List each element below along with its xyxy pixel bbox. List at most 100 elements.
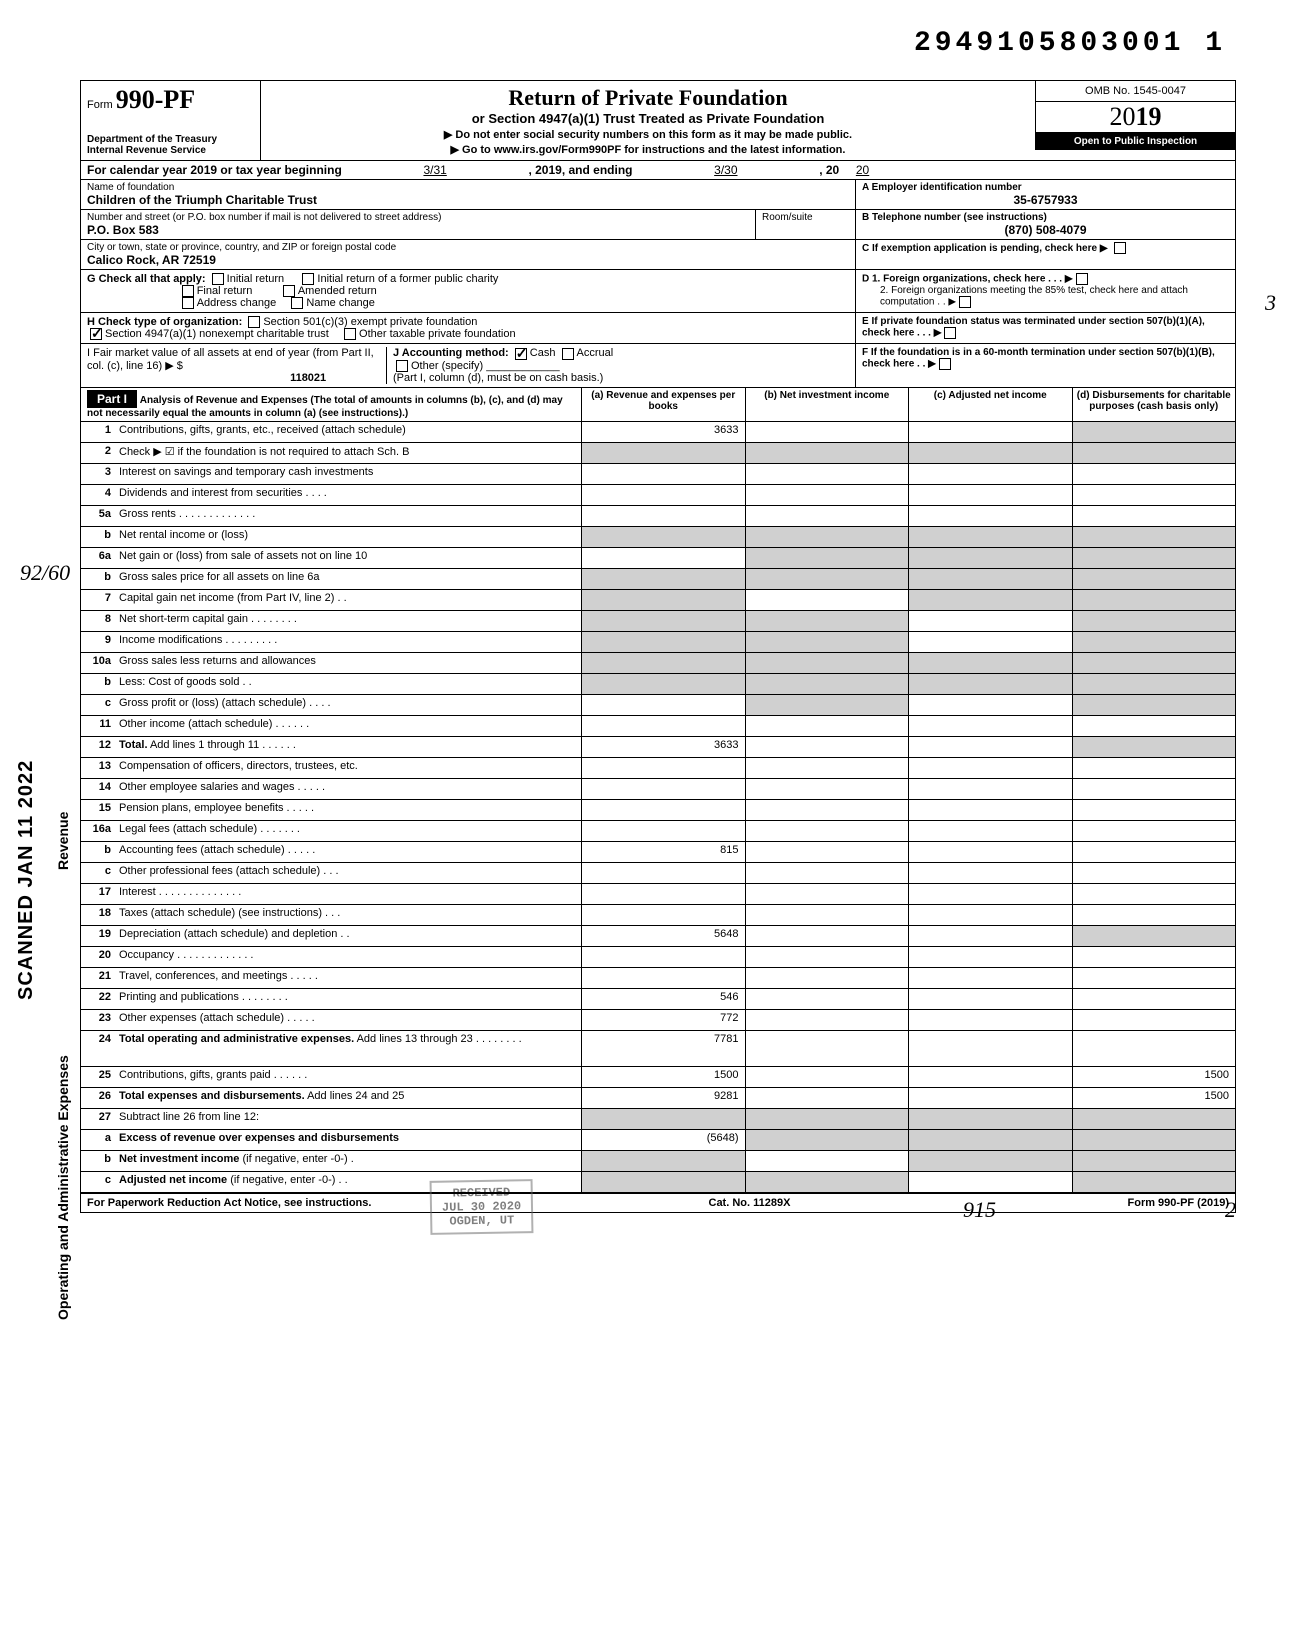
street-address[interactable]: P.O. Box 583	[87, 223, 749, 237]
col-d-cell[interactable]	[1072, 1010, 1236, 1030]
col-c-cell[interactable]	[908, 905, 1072, 925]
col-a-cell[interactable]	[581, 968, 745, 988]
col-c-cell[interactable]	[908, 1031, 1072, 1066]
col-a-cell[interactable]: 3633	[581, 737, 745, 757]
col-b-cell[interactable]	[745, 716, 909, 736]
col-d-cell[interactable]	[1072, 464, 1236, 484]
col-a-cell[interactable]: 5648	[581, 926, 745, 946]
col-b-cell[interactable]	[745, 1067, 909, 1087]
col-a-cell[interactable]	[581, 485, 745, 505]
col-b-cell[interactable]	[745, 863, 909, 883]
col-c-cell[interactable]	[908, 800, 1072, 820]
col-c-cell[interactable]	[908, 1088, 1072, 1108]
col-d-cell[interactable]	[1072, 485, 1236, 505]
name-change-checkbox[interactable]	[291, 297, 303, 309]
col-c-cell[interactable]	[908, 506, 1072, 526]
col-a-cell[interactable]	[581, 863, 745, 883]
tax-year-end[interactable]: 3/30	[636, 163, 816, 177]
col-b-cell[interactable]	[745, 926, 909, 946]
col-b-cell[interactable]	[745, 737, 909, 757]
foreign-org-checkbox[interactable]	[1076, 273, 1088, 285]
col-a-cell[interactable]	[581, 947, 745, 967]
col-b-cell[interactable]	[745, 1031, 909, 1066]
city-state-zip[interactable]: Calico Rock, AR 72519	[87, 253, 849, 267]
col-c-cell[interactable]	[908, 758, 1072, 778]
amended-return-checkbox[interactable]	[283, 285, 295, 297]
col-b-cell[interactable]	[745, 1151, 909, 1171]
accrual-method-checkbox[interactable]	[562, 348, 574, 360]
foreign-85-checkbox[interactable]	[959, 296, 971, 308]
col-a-cell[interactable]	[581, 695, 745, 715]
col-d-cell[interactable]	[1072, 968, 1236, 988]
col-b-cell[interactable]	[745, 779, 909, 799]
col-c-cell[interactable]	[908, 716, 1072, 736]
col-a-cell[interactable]	[581, 716, 745, 736]
col-c-cell[interactable]	[908, 842, 1072, 862]
col-b-cell[interactable]	[745, 485, 909, 505]
col-b-cell[interactable]	[745, 989, 909, 1009]
col-a-cell[interactable]: 3633	[581, 422, 745, 442]
col-d-cell[interactable]	[1072, 842, 1236, 862]
col-a-cell[interactable]	[581, 548, 745, 568]
col-d-cell[interactable]	[1072, 989, 1236, 1009]
initial-return-checkbox[interactable]	[212, 273, 224, 285]
col-b-cell[interactable]	[745, 590, 909, 610]
col-d-cell[interactable]: 1500	[1072, 1088, 1236, 1108]
col-b-cell[interactable]	[745, 821, 909, 841]
60-month-termination-checkbox[interactable]	[939, 358, 951, 370]
col-c-cell[interactable]	[908, 464, 1072, 484]
col-d-cell[interactable]	[1072, 758, 1236, 778]
col-c-cell[interactable]	[908, 485, 1072, 505]
col-c-cell[interactable]	[908, 422, 1072, 442]
col-c-cell[interactable]	[908, 695, 1072, 715]
col-a-cell[interactable]: (5648)	[581, 1130, 745, 1150]
col-a-cell[interactable]	[581, 758, 745, 778]
col-b-cell[interactable]	[745, 1010, 909, 1030]
col-d-cell[interactable]	[1072, 506, 1236, 526]
col-d-cell[interactable]	[1072, 716, 1236, 736]
col-b-cell[interactable]	[745, 884, 909, 904]
col-b-cell[interactable]	[745, 464, 909, 484]
other-taxable-checkbox[interactable]	[344, 328, 356, 340]
col-d-cell[interactable]	[1072, 821, 1236, 841]
col-b-cell[interactable]	[745, 1088, 909, 1108]
col-a-cell[interactable]: 1500	[581, 1067, 745, 1087]
fmv-value[interactable]: 118021	[290, 372, 326, 384]
col-a-cell[interactable]	[581, 884, 745, 904]
col-d-cell[interactable]	[1072, 800, 1236, 820]
col-b-cell[interactable]	[745, 947, 909, 967]
final-return-checkbox[interactable]	[182, 285, 194, 297]
phone-value[interactable]: (870) 508-4079	[862, 223, 1229, 237]
cash-method-checkbox[interactable]	[515, 348, 527, 360]
col-a-cell[interactable]	[581, 464, 745, 484]
status-terminated-checkbox[interactable]	[944, 327, 956, 339]
col-a-cell[interactable]	[581, 779, 745, 799]
col-c-cell[interactable]	[908, 632, 1072, 652]
col-c-cell[interactable]	[908, 1010, 1072, 1030]
col-a-cell[interactable]	[581, 905, 745, 925]
501c3-checkbox[interactable]	[248, 316, 260, 328]
col-a-cell[interactable]	[581, 821, 745, 841]
col-a-cell[interactable]: 546	[581, 989, 745, 1009]
col-d-cell[interactable]	[1072, 779, 1236, 799]
tax-year-begin[interactable]: 3/31	[345, 163, 525, 177]
col-c-cell[interactable]	[908, 1067, 1072, 1087]
col-c-cell[interactable]	[908, 884, 1072, 904]
col-b-cell[interactable]	[745, 842, 909, 862]
col-b-cell[interactable]	[745, 422, 909, 442]
col-c-cell[interactable]	[908, 863, 1072, 883]
col-a-cell[interactable]: 772	[581, 1010, 745, 1030]
col-a-cell[interactable]: 9281	[581, 1088, 745, 1108]
exemption-pending-checkbox[interactable]	[1114, 242, 1126, 254]
col-b-cell[interactable]	[745, 506, 909, 526]
4947a1-checkbox[interactable]	[90, 328, 102, 340]
former-public-charity-checkbox[interactable]	[302, 273, 314, 285]
col-b-cell[interactable]	[745, 800, 909, 820]
col-c-cell[interactable]	[908, 779, 1072, 799]
col-d-cell[interactable]	[1072, 1031, 1236, 1066]
col-a-cell[interactable]: 7781	[581, 1031, 745, 1066]
col-a-cell[interactable]	[581, 506, 745, 526]
foundation-name[interactable]: Children of the Triumph Charitable Trust	[87, 193, 849, 207]
col-d-cell[interactable]	[1072, 905, 1236, 925]
col-c-cell[interactable]	[908, 611, 1072, 631]
